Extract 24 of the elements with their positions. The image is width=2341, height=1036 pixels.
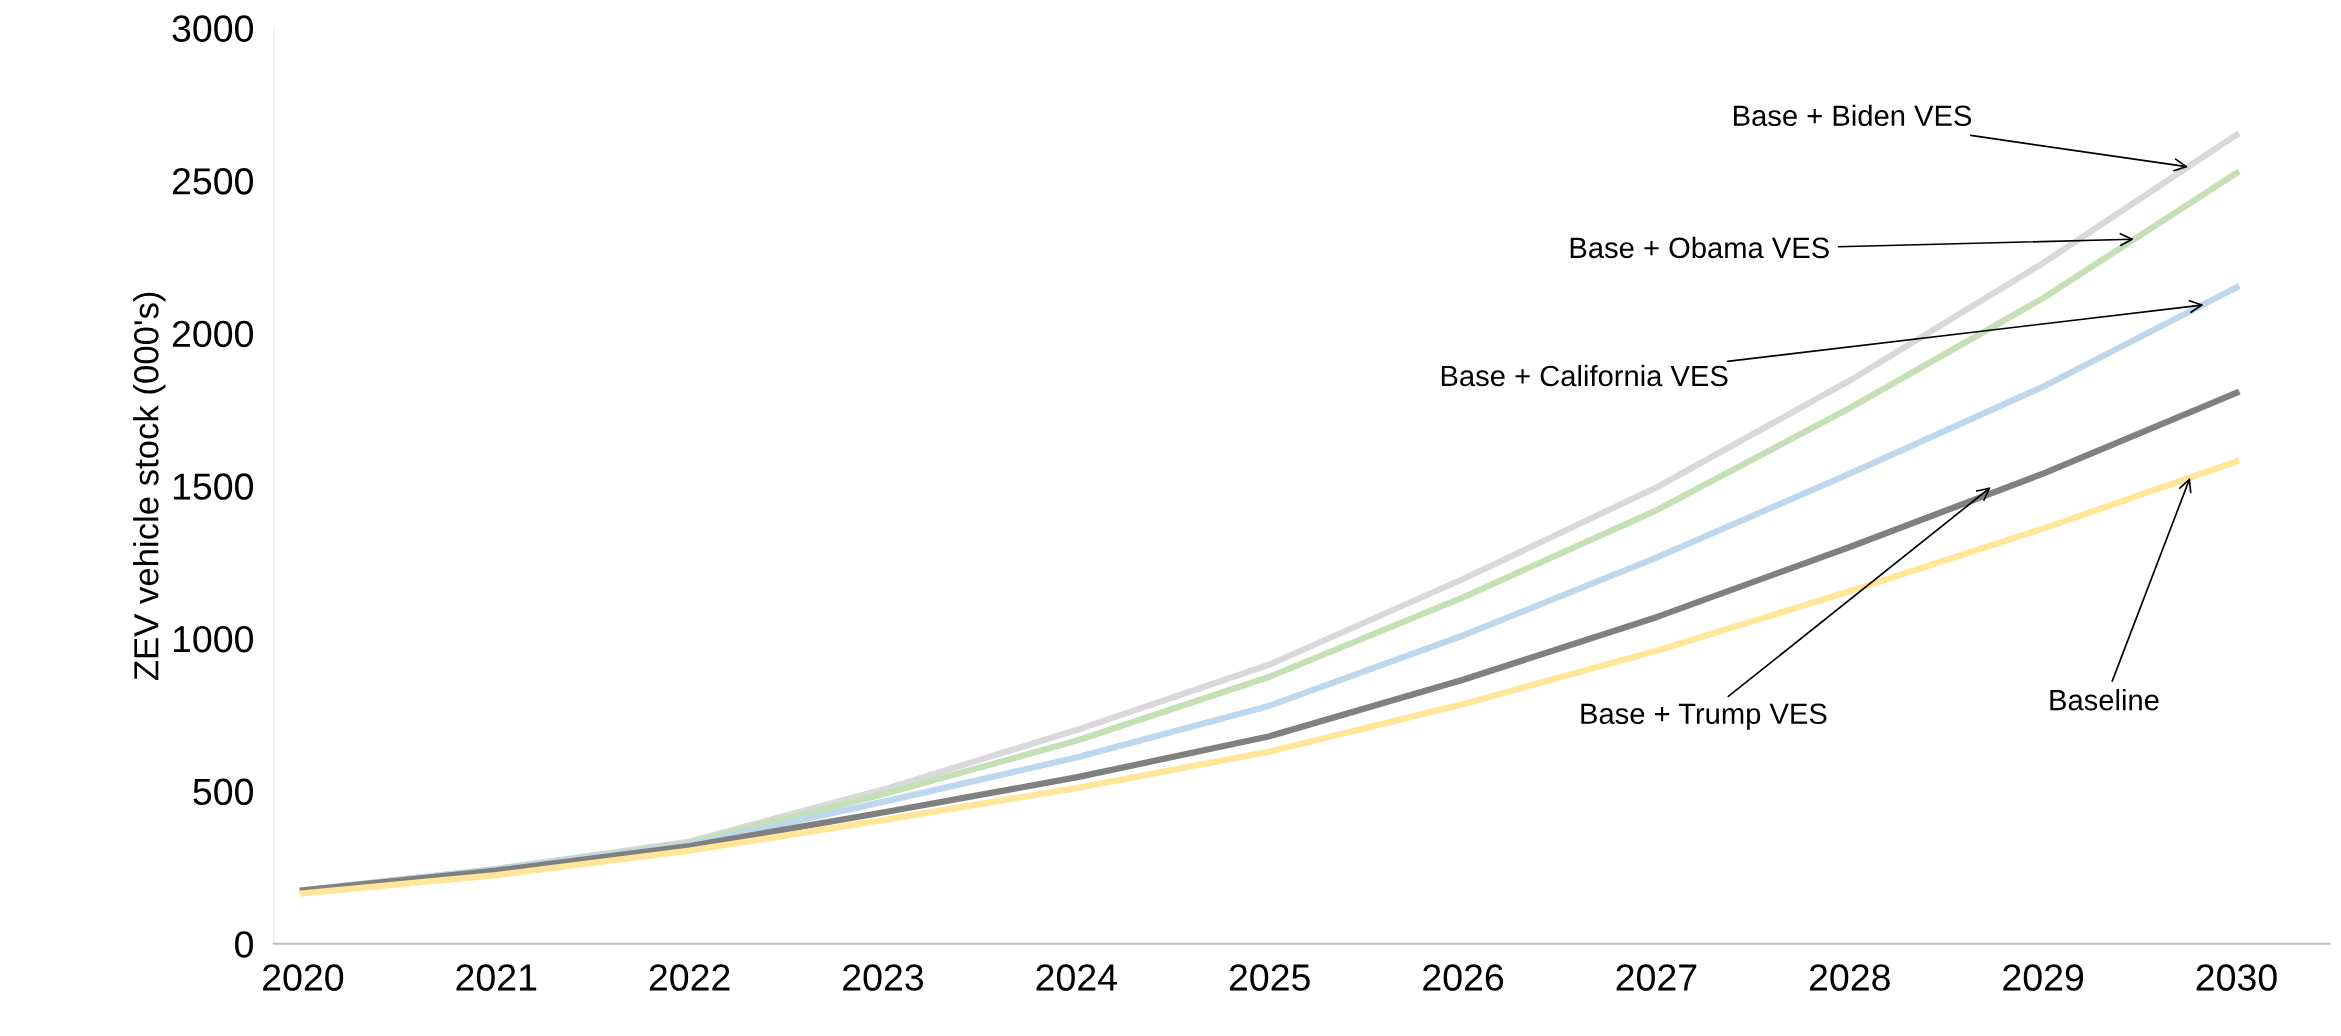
annotation: Base + California VES [1441,364,1728,387]
x-tick-label: 2029 [2003,964,2084,991]
y-tick-label: 2000 [172,320,253,348]
y-axis-title: ZEV vehicle stock (000's) [133,292,166,681]
y-tick-label: 500 [193,778,253,806]
x-tick-label: 2030 [2196,964,2277,991]
y-tick-label: 0 [235,931,253,958]
x-tick-label: 2028 [1809,964,1890,991]
annotation: Base + Biden VES [1734,104,1972,127]
x-tick-label: 2020 [263,964,344,991]
x-tick-label: 2026 [1423,964,1504,991]
x-tick-label: 2027 [1616,964,1697,991]
y-tick-label: 3000 [172,15,253,42]
annotation: Base + Trump VES [1581,703,1827,730]
x-tick-label: 2023 [843,964,924,991]
annotation: Baseline [2050,689,2159,711]
x-tick-label: 2024 [1036,964,1117,991]
x-tick-label: 2022 [649,964,730,991]
x-tick-label: 2021 [456,964,537,991]
x-tick-label: 2025 [1229,964,1310,991]
y-tick-label: 2500 [172,168,253,195]
y-tick-label: 1500 [173,473,253,500]
y-tick-label: 1000 [173,625,253,653]
annotation: Base + Obama VES [1570,236,1829,259]
